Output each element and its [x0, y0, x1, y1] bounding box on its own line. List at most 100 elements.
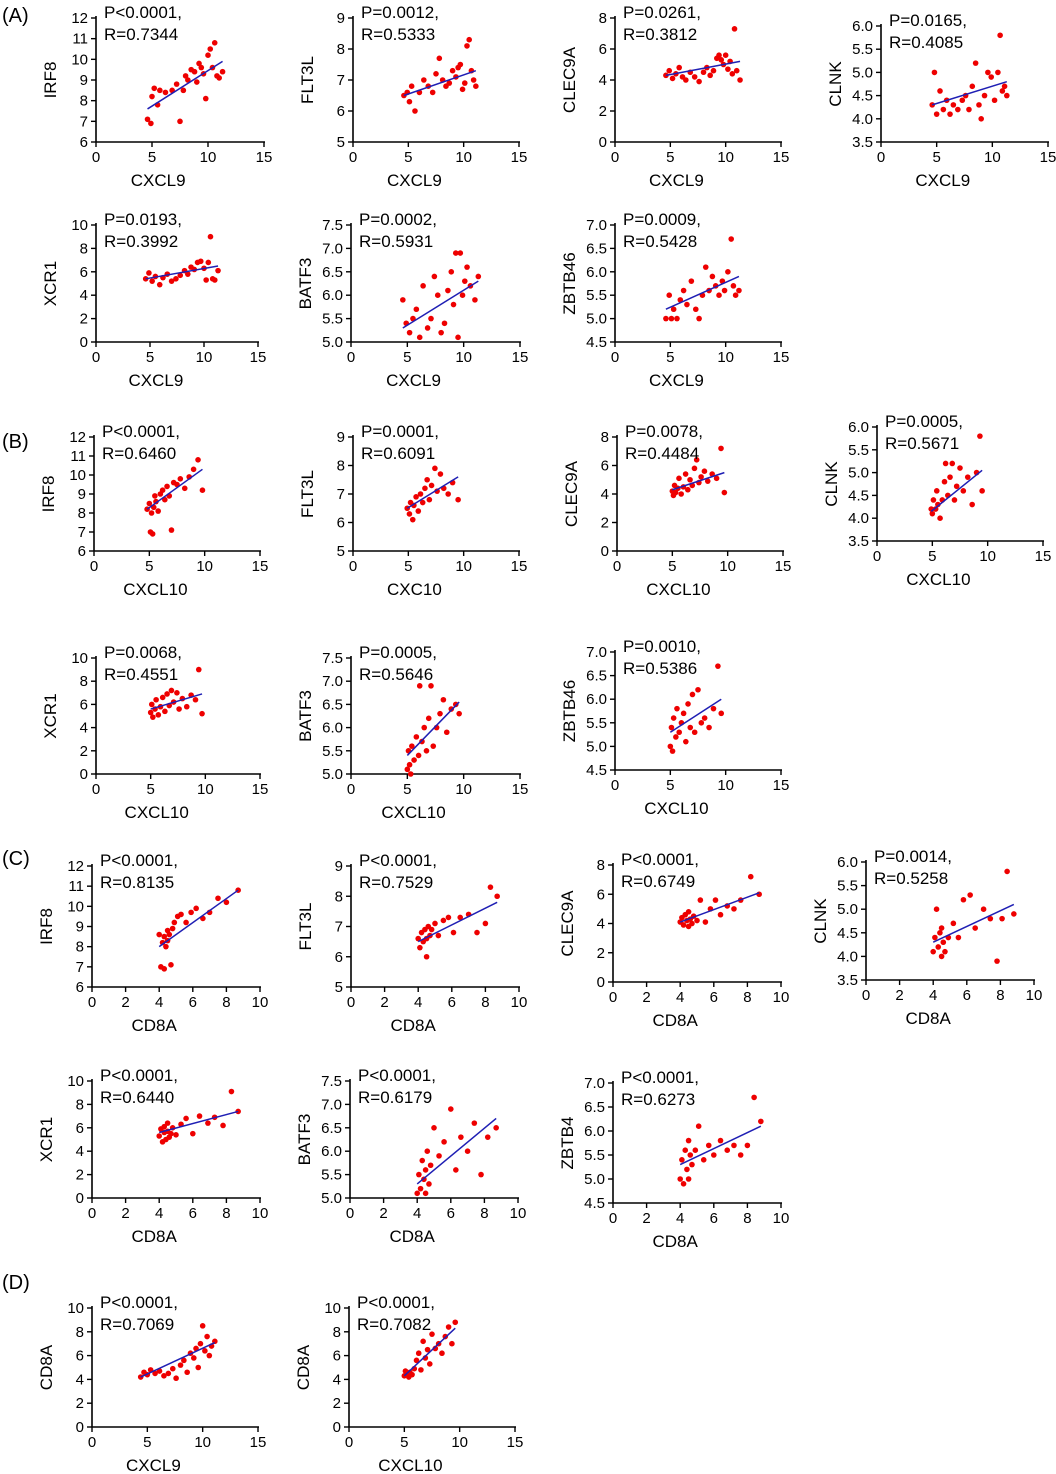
p-value-label: P=0.0261,: [623, 3, 701, 22]
y-tick-label: 5.0: [322, 334, 343, 351]
y-tick-label: 4.5: [848, 487, 869, 504]
y-tick-label: 6: [599, 41, 607, 58]
data-point: [437, 471, 444, 477]
data-point: [937, 930, 943, 936]
y-tick-label: 10: [71, 650, 88, 667]
x-axis-title: CD8A: [652, 1232, 698, 1251]
data-point: [425, 715, 432, 722]
data-point: [932, 934, 938, 941]
data-point: [950, 102, 957, 108]
data-point: [228, 1088, 235, 1095]
y-tick-label: 10: [67, 1300, 84, 1317]
p-value-label: P=0.0005,: [359, 643, 437, 662]
y-tick-label: 5.0: [586, 311, 607, 328]
x-tick-label: 4: [414, 994, 422, 1011]
y-axis-title: FLT3L: [298, 56, 317, 104]
data-point: [152, 1370, 158, 1377]
data-point: [150, 714, 156, 720]
panel-label-d: (D): [2, 1272, 30, 1294]
r-value-label: R=0.6091: [361, 444, 435, 463]
data-point: [428, 926, 435, 933]
data-point: [406, 511, 413, 517]
r-value-label: R=0.5646: [359, 665, 433, 684]
data-point: [171, 919, 178, 926]
r-value-label: R=0.4484: [625, 444, 699, 463]
x-tick-label: 0: [92, 349, 100, 366]
x-tick-label: 6: [963, 987, 971, 1004]
y-tick-label: 7: [337, 486, 345, 503]
r-value-label: R=0.3812: [623, 25, 697, 44]
x-tick-label: 15: [256, 149, 273, 166]
data-point: [475, 273, 482, 280]
data-point: [149, 93, 155, 100]
x-tick-label: 10: [200, 149, 217, 166]
p-value-label: P<0.0001,: [100, 1066, 178, 1085]
regression-line: [665, 275, 740, 310]
y-tick-label: 4.5: [586, 762, 607, 779]
x-axis-title: CXCL10: [125, 803, 189, 822]
data-point: [185, 77, 191, 83]
y-tick-label: 4: [599, 72, 607, 89]
y-tick-label: 7.5: [322, 217, 343, 234]
data-point: [455, 496, 461, 503]
data-point: [157, 87, 163, 94]
y-tick-label: 7.0: [584, 1075, 605, 1092]
data-point: [995, 69, 1001, 76]
x-tick-label: 5: [146, 781, 154, 798]
x-tick-label: 6: [189, 994, 197, 1011]
x-tick-label: 0: [88, 994, 96, 1011]
x-tick-label: 6: [710, 989, 718, 1006]
y-tick-label: 6.5: [586, 240, 607, 257]
data-point: [667, 743, 674, 750]
data-point: [940, 106, 947, 113]
x-tick-label: 15: [250, 349, 267, 366]
data-point: [205, 259, 212, 266]
data-point: [408, 83, 415, 89]
x-tick-label: 10: [773, 1210, 790, 1227]
data-point: [182, 73, 189, 79]
data-point: [737, 1152, 744, 1158]
x-tick-label: 2: [380, 994, 388, 1011]
x-tick-label: 5: [932, 149, 940, 166]
scatter-plot-cd8a-vs-cxcl10: 0 2 4 6 8 10 0 5 10 15 CXCL10 CD8A P<0.0001, R=0.7082: [294, 1293, 523, 1474]
y-tick-label: 8: [335, 888, 343, 905]
data-point: [449, 1340, 455, 1347]
regression-line: [158, 889, 239, 948]
x-tick-label: 8: [481, 994, 489, 1011]
data-point: [685, 909, 692, 915]
data-point: [674, 705, 680, 712]
data-point: [204, 1333, 210, 1340]
data-point: [730, 283, 737, 289]
data-point: [666, 67, 673, 74]
data-point: [969, 83, 976, 90]
y-tick-label: 12: [71, 10, 88, 27]
data-point: [737, 77, 743, 83]
regression-line: [679, 892, 760, 923]
x-tick-label: 6: [710, 1210, 718, 1227]
regression-line: [402, 280, 479, 329]
y-tick-label: 5.5: [837, 878, 858, 895]
data-point: [731, 1142, 737, 1149]
data-point: [997, 32, 1003, 39]
data-point: [702, 919, 709, 925]
x-tick-label: 15: [1040, 149, 1056, 166]
data-point: [706, 724, 712, 731]
y-tick-label: 12: [67, 858, 84, 875]
x-tick-label: 0: [862, 987, 870, 1004]
regression-line: [145, 265, 219, 280]
y-axis-title: CLNK: [826, 61, 845, 107]
data-point: [446, 80, 453, 86]
r-value-label: R=0.6179: [358, 1088, 432, 1107]
data-point: [149, 278, 155, 284]
y-tick-label: 8: [76, 1324, 84, 1341]
scatter-plot-batf3-vs-cd8a: 5.0 5.5 6.0 6.5 7.0 7.5 0 2 4 6 8 10 CD8A BATF3 P<0.00…: [295, 1066, 526, 1246]
y-axis-title: CLEC9A: [562, 460, 581, 527]
scatter-plot-clec9a-vs-cxcl9: 0 2 4 6 8 0 5 10 15 CXCL9 CLEC9A P=0.0261, R=0.3812: [560, 3, 789, 190]
data-point: [731, 906, 737, 912]
y-tick-label: 4: [333, 1371, 341, 1388]
data-point: [931, 69, 938, 76]
data-point: [168, 527, 175, 533]
data-point: [701, 715, 708, 721]
x-tick-label: 0: [611, 349, 619, 366]
r-value-label: R=0.7069: [100, 1315, 174, 1334]
